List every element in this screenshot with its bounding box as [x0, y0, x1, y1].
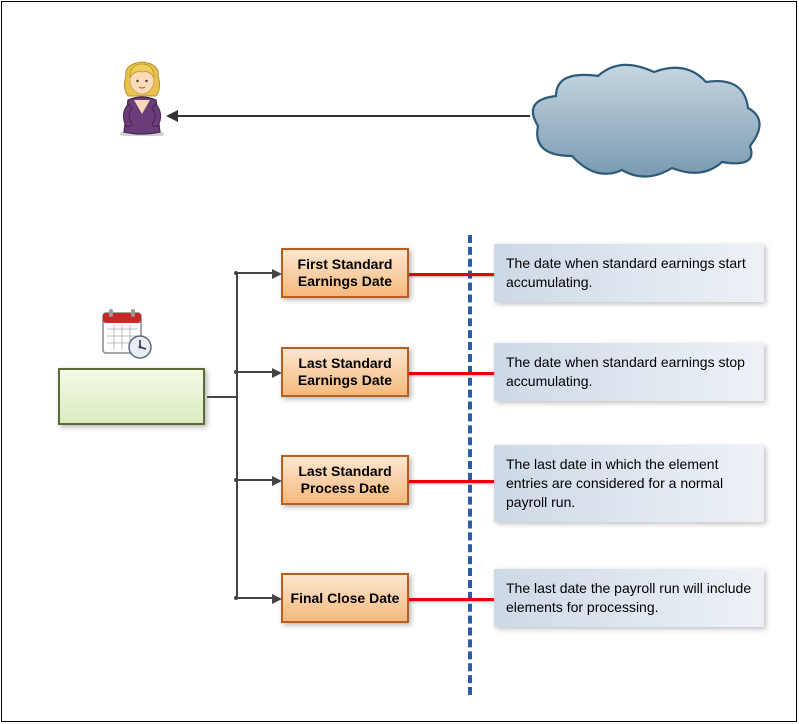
- connector-branch: [236, 597, 273, 599]
- type-label: Last Standard Process Date: [283, 463, 407, 497]
- arrowhead-icon: [272, 594, 282, 604]
- connector-branch: [236, 371, 273, 373]
- red-connector: [409, 273, 494, 276]
- calendar-icon: [99, 305, 155, 361]
- red-connector: [409, 372, 494, 375]
- cloud-icon: [526, 60, 766, 185]
- source-box: [58, 368, 205, 425]
- type-box: Last Standard Earnings Date: [281, 347, 409, 397]
- type-box: Final Close Date: [281, 573, 409, 623]
- arrowhead-icon: [272, 368, 282, 378]
- type-box: First Standard Earnings Date: [281, 248, 409, 298]
- type-box: Last Standard Process Date: [281, 455, 409, 505]
- connector-corner: [234, 271, 238, 275]
- arrowhead-icon: [272, 476, 282, 486]
- connector-branch: [236, 272, 273, 274]
- user-icon: [112, 56, 172, 136]
- type-label: First Standard Earnings Date: [283, 256, 407, 290]
- red-connector: [409, 598, 494, 601]
- desc-box: The last date in which the element entri…: [494, 445, 764, 522]
- type-label: Final Close Date: [291, 590, 400, 607]
- diagram-frame: First Standard Earnings Date The date whe…: [1, 1, 797, 722]
- desc-box: The date when standard earnings stop acc…: [494, 343, 764, 401]
- desc-box: The date when standard earnings start ac…: [494, 244, 764, 302]
- connector-corner: [234, 370, 238, 374]
- vertical-divider: [468, 235, 472, 695]
- red-connector: [409, 480, 494, 483]
- connector-vertical: [236, 372, 238, 397]
- connector-branch: [236, 479, 273, 481]
- connector-stub: [207, 396, 236, 398]
- desc-box: The last date the payroll run will inclu…: [494, 569, 764, 627]
- connector-vertical: [236, 397, 238, 598]
- connector-corner: [234, 596, 238, 600]
- type-label: Last Standard Earnings Date: [283, 355, 407, 389]
- arrow-cloud-to-user: [176, 115, 530, 117]
- arrowhead-icon: [272, 269, 282, 279]
